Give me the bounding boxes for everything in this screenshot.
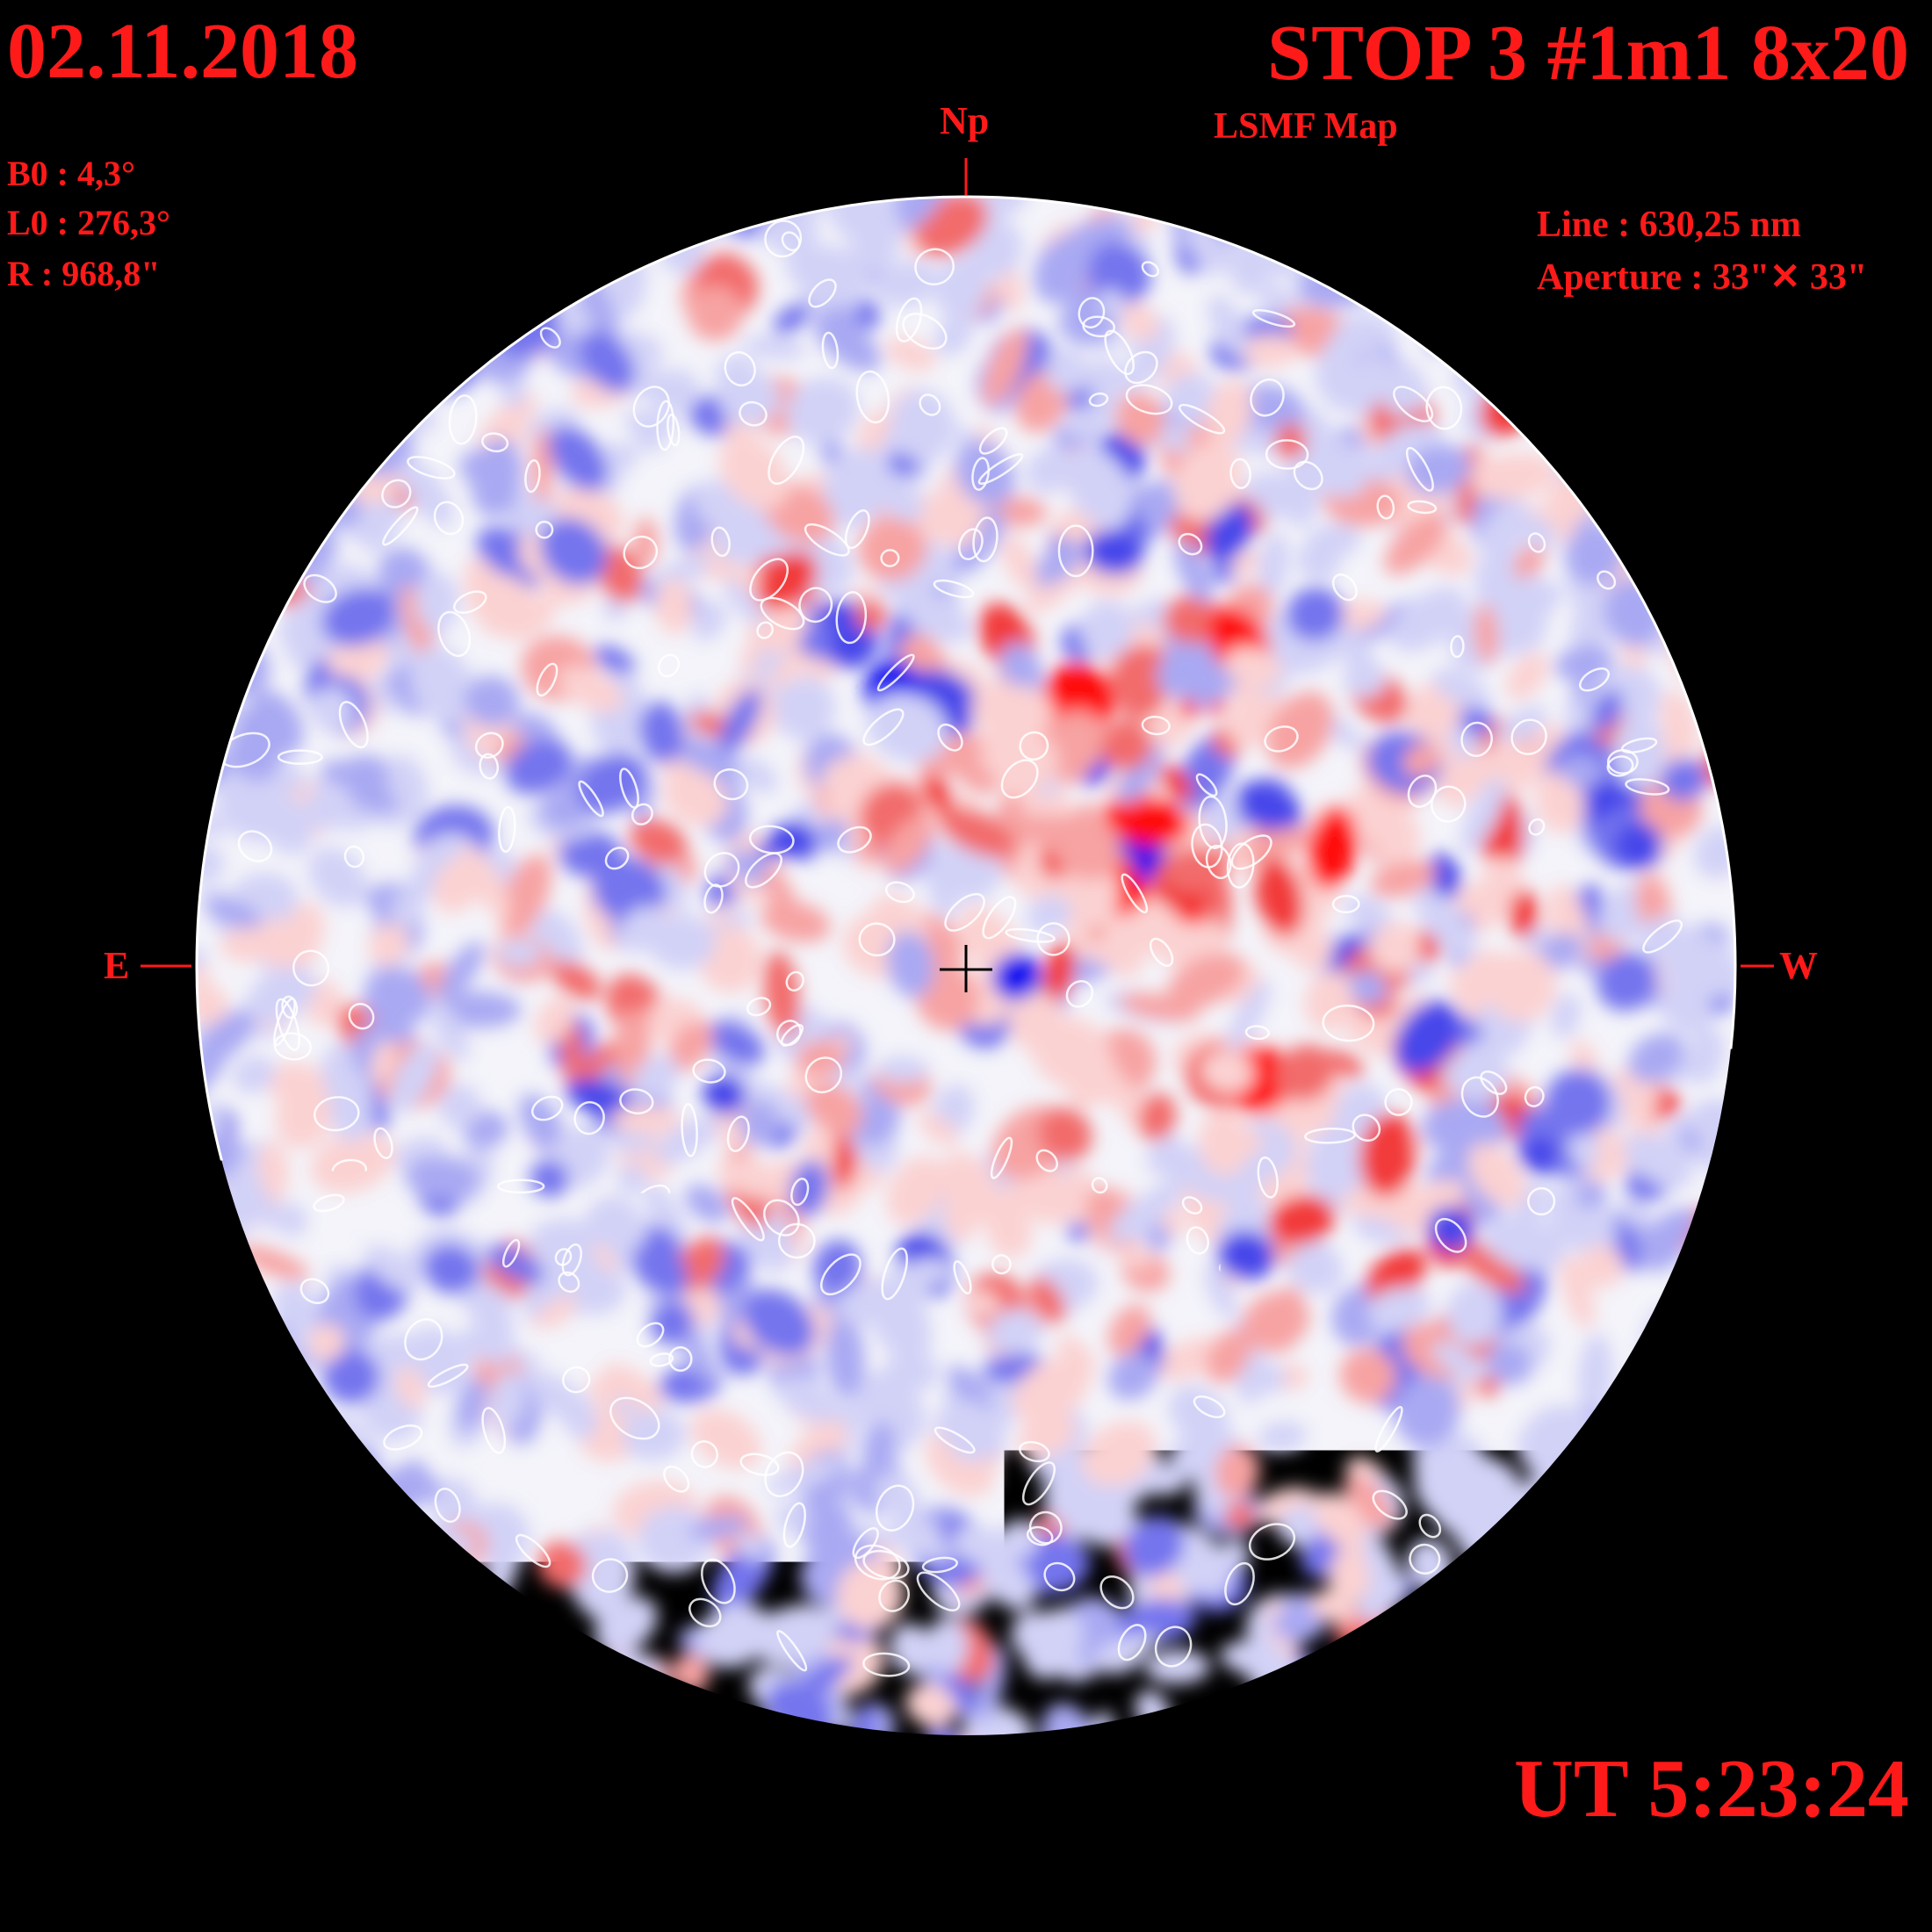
legend-label: -512 [1864,1075,1897,1094]
param-l0: L0 : 276,3° [7,202,170,243]
legend-label: -8 [1882,1265,1897,1284]
legend-swatch [1816,1431,1862,1463]
observation-date: 02.11.2018 [7,12,358,91]
legend-swatch [1816,1621,1862,1653]
izoline-levels: Izoline H(Gs) : 0;±1;±2;±4;±8;±16;±32;±6… [7,1848,899,1889]
legend-swatch [1816,1337,1862,1368]
param-radius: R : 968,8" [7,253,160,294]
color-legend: -512 -256 -128 -64 -32 -16 -8 -4 -2 -1 0 1 2 4 8 16 32 64… [1816,1052,1897,1748]
legend-label: 8 [1888,1517,1897,1537]
legend-swatch [1816,1052,1862,1084]
legend-label: -2 [1882,1328,1897,1347]
legend-label: 64 [1879,1612,1897,1632]
legend-swatch [1816,1684,1862,1716]
legend-label: 32 [1879,1581,1897,1600]
south-pole-label: Sp [941,1793,984,1838]
legend-swatch [1816,1242,1862,1273]
legend-label: -64 [1873,1170,1897,1189]
legend-swatch [1816,1115,1862,1147]
legend-swatch [1816,1400,1862,1431]
east-label: E [104,943,129,988]
legend-label: -128 [1864,1138,1897,1157]
solar-disk [144,155,1757,1792]
map-title: STOP 3 #1m1 8x20 [1267,14,1909,93]
legend-label: -32 [1873,1201,1897,1221]
legend-label: 1 [1888,1423,1897,1442]
legend-label: -16 [1873,1233,1897,1252]
legend-swatch [1816,1210,1862,1242]
legend-label: 256 [1871,1676,1897,1695]
universal-time: UT 5:23:24 [1514,1748,1909,1830]
north-pole-label: Np [940,98,989,143]
param-b0: B0 : 4,3° [7,153,135,194]
legend-label: 2 [1888,1454,1897,1474]
legend-swatch [1816,1147,1862,1179]
map-subtitle: LSMF Map [1214,105,1398,148]
legend-label: 0 [1888,1391,1897,1410]
legend-label: 128 [1871,1644,1897,1663]
aperture: Aperture : 33"✕ 33" [1537,255,1867,299]
legend-swatch [1816,1526,1862,1558]
legend-swatch [1816,1495,1862,1526]
legend-label: -256 [1864,1107,1897,1126]
west-label: W [1779,943,1818,988]
spectral-line: Line : 630,25 nm [1537,204,1801,246]
legend-label: 16 [1879,1549,1897,1568]
legend-swatch [1816,1368,1862,1400]
legend-label: -4 [1882,1296,1897,1316]
legend-swatch [1816,1084,1862,1115]
legend-swatch [1816,1305,1862,1337]
legend-swatch [1816,1463,1862,1495]
legend-swatch [1816,1653,1862,1684]
legend-swatch [1816,1273,1862,1305]
legend-label: 512 [1871,1707,1897,1727]
legend-swatch [1816,1590,1862,1621]
legend-label: 4 [1888,1486,1897,1505]
legend-swatch [1816,1179,1862,1210]
legend-label: -1 [1882,1359,1897,1379]
legend-swatch [1816,1558,1862,1590]
